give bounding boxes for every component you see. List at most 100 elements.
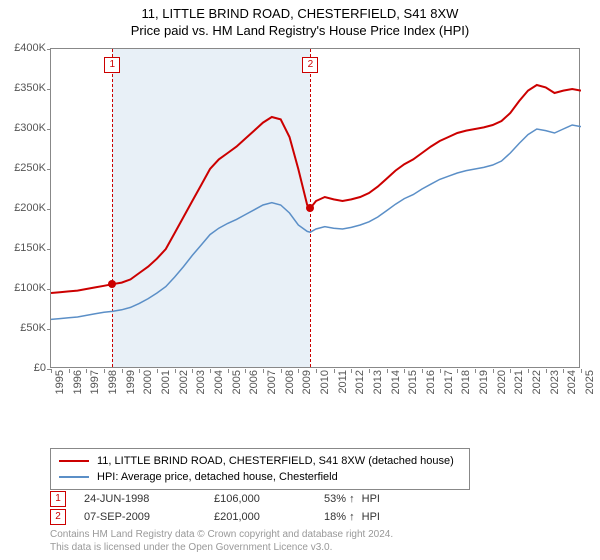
- x-tick: [210, 369, 211, 373]
- x-tick: [351, 369, 352, 373]
- x-tick: [86, 369, 87, 373]
- x-axis-label: 2016: [425, 370, 437, 394]
- x-tick: [334, 369, 335, 373]
- x-tick: [440, 369, 441, 373]
- legend-box: 11, LITTLE BRIND ROAD, CHESTERFIELD, S41…: [50, 448, 470, 490]
- y-axis-label: £50K: [20, 322, 46, 334]
- x-axis-label: 2022: [531, 370, 543, 394]
- x-tick: [581, 369, 582, 373]
- x-axis-label: 1997: [89, 370, 101, 394]
- title-subtitle: Price paid vs. HM Land Registry's House …: [0, 23, 600, 38]
- sale-point-dot: [108, 280, 116, 288]
- chart-area: 12 £0£50K£100K£150K£200K£250K£300K£350K£…: [50, 48, 580, 408]
- x-axis-label: 1998: [107, 370, 119, 394]
- y-axis-label: £300K: [14, 122, 46, 134]
- up-arrow-icon: ↑: [349, 493, 355, 505]
- x-tick: [528, 369, 529, 373]
- legend-row: HPI: Average price, detached house, Ches…: [59, 469, 461, 485]
- sale-price: £106,000: [214, 493, 324, 505]
- plot-area: 12: [50, 48, 580, 368]
- x-tick: [510, 369, 511, 373]
- x-tick: [369, 369, 370, 373]
- x-tick: [298, 369, 299, 373]
- x-tick: [228, 369, 229, 373]
- sale-point-dot: [306, 204, 314, 212]
- x-tick: [245, 369, 246, 373]
- sales-row: 2 07-SEP-2009 £201,000 18% ↑ HPI: [50, 508, 444, 526]
- x-axis-label: 2001: [160, 370, 172, 394]
- x-axis-label: 2005: [231, 370, 243, 394]
- x-tick: [192, 369, 193, 373]
- x-tick: [104, 369, 105, 373]
- x-tick: [422, 369, 423, 373]
- sales-table: 1 24-JUN-1998 £106,000 53% ↑ HPI 2 07-SE…: [50, 490, 444, 526]
- sale-marker-icon: 1: [50, 491, 66, 507]
- x-axis-label: 1995: [54, 370, 66, 394]
- x-tick: [51, 369, 52, 373]
- x-axis-label: 2002: [178, 370, 190, 394]
- sales-row: 1 24-JUN-1998 £106,000 53% ↑ HPI: [50, 490, 444, 508]
- y-axis-label: £350K: [14, 82, 46, 94]
- y-axis-label: £400K: [14, 42, 46, 54]
- x-tick: [563, 369, 564, 373]
- x-tick: [69, 369, 70, 373]
- y-axis-label: £250K: [14, 162, 46, 174]
- chart-container: 11, LITTLE BRIND ROAD, CHESTERFIELD, S41…: [0, 0, 600, 560]
- title-block: 11, LITTLE BRIND ROAD, CHESTERFIELD, S41…: [0, 0, 600, 38]
- x-axis-label: 2008: [284, 370, 296, 394]
- x-tick: [175, 369, 176, 373]
- title-address: 11, LITTLE BRIND ROAD, CHESTERFIELD, S41…: [0, 6, 600, 21]
- x-axis-label: 2015: [407, 370, 419, 394]
- legend-swatch: [59, 460, 89, 462]
- x-tick: [475, 369, 476, 373]
- y-axis-label: £100K: [14, 282, 46, 294]
- x-axis-label: 2004: [213, 370, 225, 394]
- y-axis-label: £0: [34, 362, 46, 374]
- x-axis-label: 2021: [513, 370, 525, 394]
- up-arrow-icon: ↑: [349, 511, 355, 523]
- x-tick: [122, 369, 123, 373]
- line-series-svg: [51, 49, 581, 369]
- x-tick: [263, 369, 264, 373]
- sale-pct: 53% ↑ HPI: [324, 493, 444, 505]
- x-axis-label: 2012: [354, 370, 366, 394]
- x-axis-label: 2011: [337, 370, 349, 394]
- sale-marker-icon: 2: [50, 509, 66, 525]
- x-axis-label: 2014: [390, 370, 402, 394]
- x-tick: [457, 369, 458, 373]
- series-property: [51, 85, 581, 293]
- x-axis-label: 1996: [72, 370, 84, 394]
- x-axis-label: 2009: [301, 370, 313, 394]
- x-axis-label: 2007: [266, 370, 278, 394]
- series-hpi: [51, 125, 581, 319]
- x-axis-label: 2003: [195, 370, 207, 394]
- x-axis-label: 2023: [549, 370, 561, 394]
- x-tick: [546, 369, 547, 373]
- y-axis-label: £150K: [14, 242, 46, 254]
- x-axis-label: 2013: [372, 370, 384, 394]
- x-axis-label: 2024: [566, 370, 578, 394]
- sale-pct: 18% ↑ HPI: [324, 511, 444, 523]
- x-tick: [316, 369, 317, 373]
- footnote: Contains HM Land Registry data © Crown c…: [50, 528, 393, 554]
- legend-label: 11, LITTLE BRIND ROAD, CHESTERFIELD, S41…: [97, 455, 454, 467]
- footnote-line: Contains HM Land Registry data © Crown c…: [50, 528, 393, 541]
- x-tick: [139, 369, 140, 373]
- x-tick: [493, 369, 494, 373]
- x-axis-label: 2020: [496, 370, 508, 394]
- x-axis-label: 2017: [443, 370, 455, 394]
- x-tick: [387, 369, 388, 373]
- sale-price: £201,000: [214, 511, 324, 523]
- legend-swatch: [59, 476, 89, 478]
- sale-marker-icon: 1: [104, 57, 120, 73]
- x-axis-label: 2025: [584, 370, 596, 394]
- x-axis-label: 2010: [319, 370, 331, 394]
- y-axis-label: £200K: [14, 202, 46, 214]
- x-axis-label: 1999: [125, 370, 137, 394]
- sale-date: 24-JUN-1998: [84, 493, 214, 505]
- x-axis-label: 2006: [248, 370, 260, 394]
- x-axis-label: 2019: [478, 370, 490, 394]
- footnote-line: This data is licensed under the Open Gov…: [50, 541, 393, 554]
- legend-label: HPI: Average price, detached house, Ches…: [97, 471, 338, 483]
- x-tick: [404, 369, 405, 373]
